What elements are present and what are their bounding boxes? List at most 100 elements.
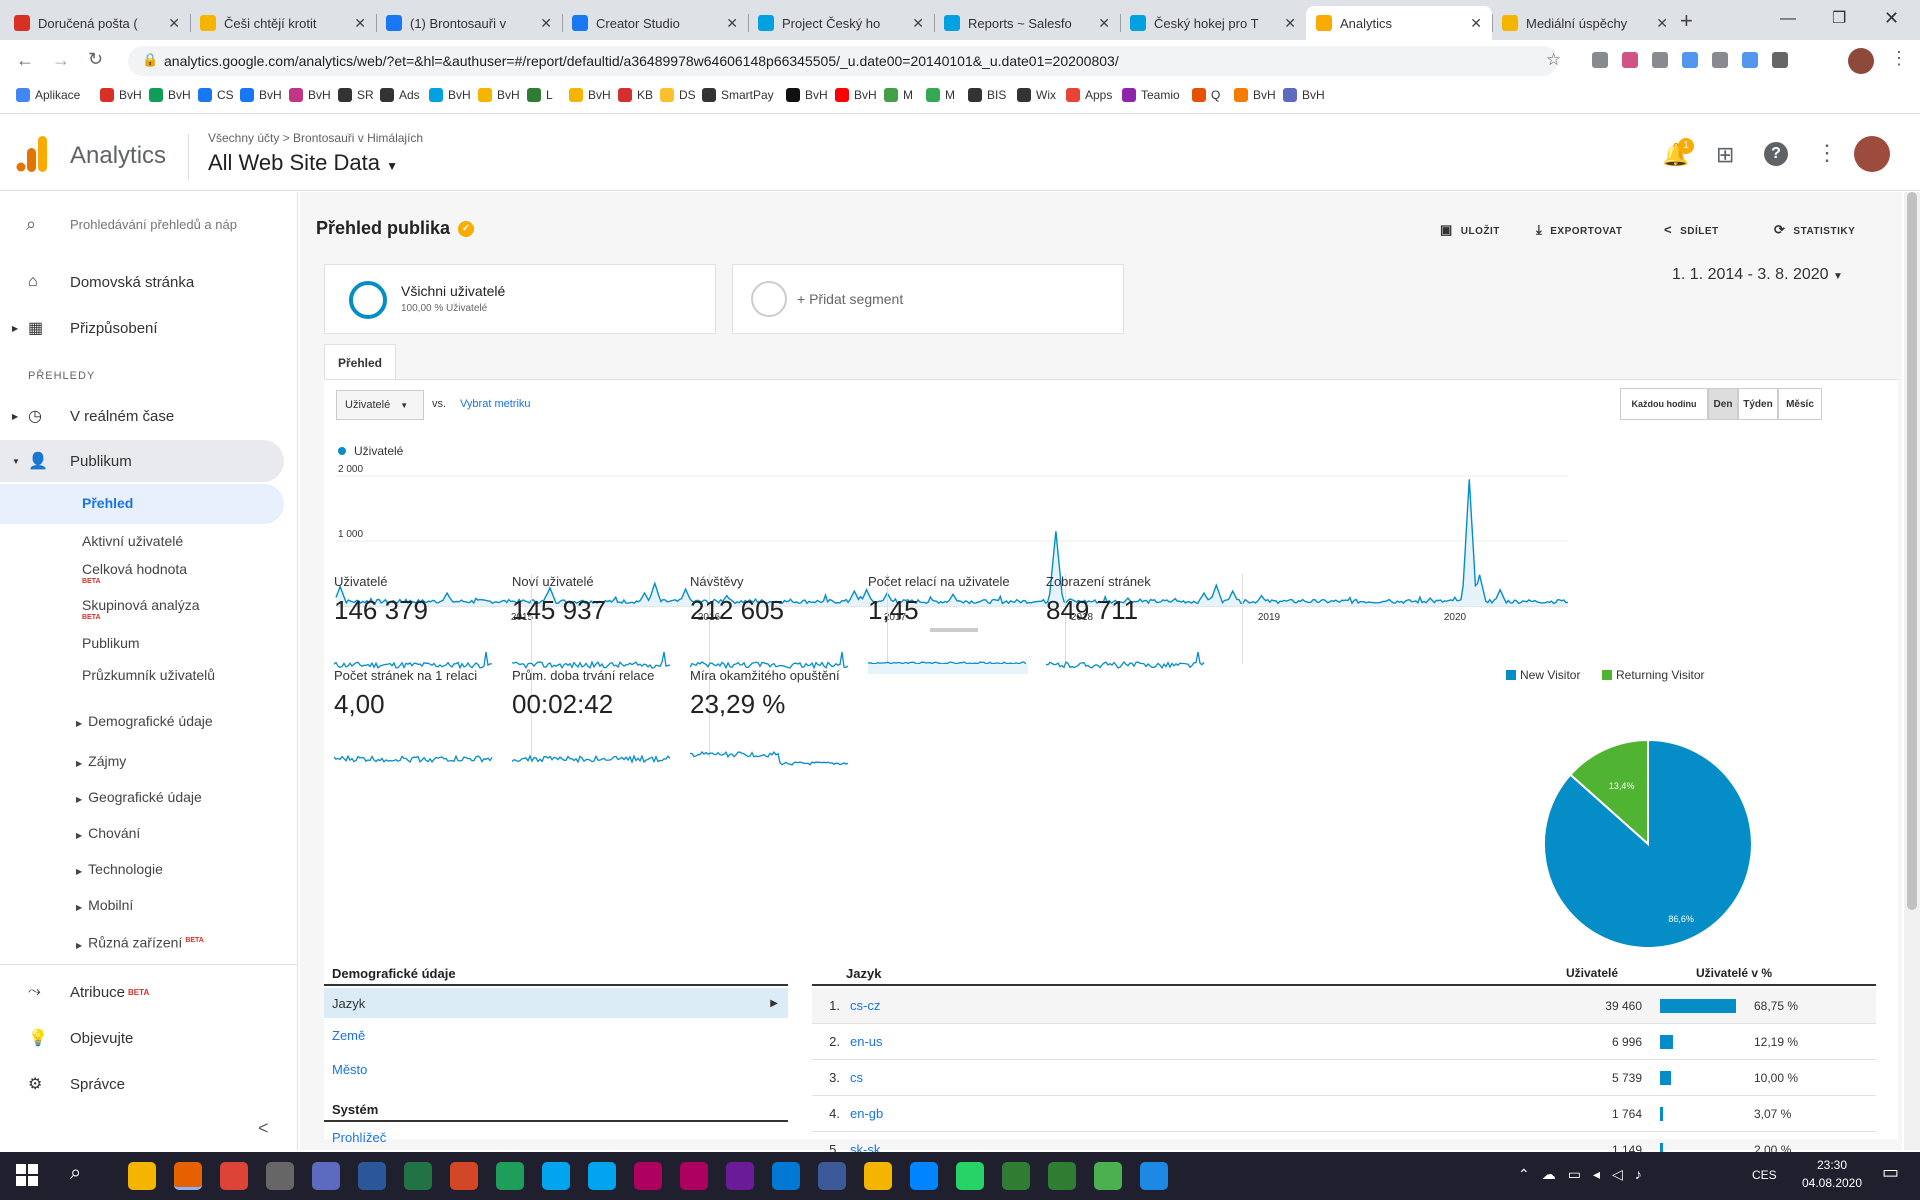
notifications-icon[interactable]: ▭: [1882, 1162, 1900, 1182]
extension-icon[interactable]: [1652, 52, 1668, 68]
browser-tab[interactable]: Analytics ✕: [1306, 6, 1492, 40]
users-line[interactable]: [335, 479, 1569, 605]
forward-icon[interactable]: →: [52, 50, 70, 70]
browser-tab[interactable]: (1) Brontosauři v ✕: [376, 6, 562, 40]
sidebar-subitem[interactable]: ▶ Technologie: [76, 860, 226, 881]
bookmark-item[interactable]: BvH: [478, 88, 520, 102]
sidebar-subitem[interactable]: Skupinová analýza BETA: [82, 596, 232, 622]
browser-tab[interactable]: Reports ~ Salesfo ✕: [934, 6, 1120, 40]
select-metric-link[interactable]: Vybrat metriku: [460, 398, 531, 410]
bookmark-item[interactable]: BvH: [835, 88, 877, 102]
date-range-picker[interactable]: 1. 1. 2014 - 3. 8. 2020 ▼: [1672, 266, 1843, 284]
metric-card[interactable]: Prům. doba trvání relace 00:02:42: [512, 668, 710, 768]
report-action-download[interactable]: ⤓ EXPORTOVAT: [1536, 222, 1622, 238]
url-input[interactable]: 🔒 analytics.google.com/analytics/web/?et…: [128, 46, 1558, 76]
taskbar-app-icon[interactable]: [404, 1162, 432, 1190]
clock-time[interactable]: 23:30: [1816, 1158, 1848, 1172]
taskbar-app-icon[interactable]: [266, 1162, 294, 1190]
tab-close-icon[interactable]: ✕: [1284, 14, 1296, 31]
window-minimize-icon[interactable]: —: [1780, 10, 1796, 27]
sidebar-item-home[interactable]: ⌂ Domovská stránka: [28, 264, 194, 300]
taskbar-app-icon[interactable]: [588, 1162, 616, 1190]
ga-menu-icon[interactable]: ⋮: [1816, 140, 1838, 165]
metric-card[interactable]: Návštěvy 212 605: [690, 574, 888, 674]
tab-close-icon[interactable]: ✕: [1656, 14, 1668, 31]
extension-icon[interactable]: [1742, 52, 1758, 68]
taskbar-app-icon[interactable]: [312, 1162, 340, 1190]
bookmark-item[interactable]: BIS: [968, 88, 1006, 102]
language-link[interactable]: cs: [850, 1070, 863, 1085]
extension-icon[interactable]: [1592, 52, 1608, 68]
extension-icon[interactable]: [1712, 52, 1728, 68]
metric-card[interactable]: Počet stránek na 1 relaci 4,00: [334, 668, 532, 768]
apps-grid-icon[interactable]: ⊞: [1716, 142, 1735, 167]
report-action-insights[interactable]: ⟳ STATISTIKY: [1774, 222, 1855, 238]
demo-item-language[interactable]: Jazyk ▶: [324, 988, 788, 1018]
taskbar-app-icon[interactable]: [174, 1162, 202, 1190]
taskbar-app-icon[interactable]: [818, 1162, 846, 1190]
pie-slice[interactable]: [1568, 738, 1649, 847]
granularity-button[interactable]: Týden: [1738, 388, 1778, 420]
bookmark-item[interactable]: CS: [198, 88, 234, 102]
browser-tab[interactable]: Project Český ho ✕: [748, 6, 934, 40]
tab-close-icon[interactable]: ✕: [354, 14, 366, 31]
taskbar-app-icon[interactable]: [1002, 1162, 1030, 1190]
metric-select[interactable]: Uživatelé ▼: [336, 390, 424, 420]
bookmark-item[interactable]: Teamio: [1122, 88, 1180, 102]
scrollbar-thumb[interactable]: [1907, 192, 1917, 910]
taskbar-app-icon[interactable]: [358, 1162, 386, 1190]
sidebar-subitem[interactable]: ▶ Zájmy: [76, 752, 226, 773]
taskbar-app-icon[interactable]: [910, 1162, 938, 1190]
bookmark-item[interactable]: BvH: [289, 88, 331, 102]
browser-tab[interactable]: Doručená pošta (✕: [4, 6, 190, 40]
metric-card[interactable]: Míra okamžitého opuštění 23,29 %: [690, 668, 886, 768]
metric-card[interactable]: Uživatelé 146 379: [334, 574, 532, 674]
extension-icon[interactable]: [1682, 52, 1698, 68]
view-selector[interactable]: All Web Site Data ▼: [208, 150, 398, 176]
tab-close-icon[interactable]: ✕: [168, 14, 180, 31]
taskbar-app-icon[interactable]: [680, 1162, 708, 1190]
help-icon[interactable]: ?: [1764, 142, 1788, 166]
sidebar-item-realtime[interactable]: ▶ ◷ V reálném čase: [12, 398, 174, 434]
window-close-icon[interactable]: ✕: [1884, 8, 1900, 28]
bookmark-item[interactable]: BvH: [429, 88, 471, 102]
pie-slice[interactable]: [1542, 738, 1753, 949]
language-link[interactable]: en-us: [850, 1034, 883, 1049]
taskbar-search-icon[interactable]: ⌕: [70, 1162, 82, 1184]
taskbar-app-icon[interactable]: [496, 1162, 524, 1190]
taskbar-app-icon[interactable]: [450, 1162, 478, 1190]
granularity-button[interactable]: Den: [1708, 388, 1738, 420]
new-tab-button[interactable]: +: [1680, 8, 1693, 33]
taskbar-app-icon[interactable]: [956, 1162, 984, 1190]
add-segment-button[interactable]: + Přidat segment: [732, 264, 1124, 334]
extension-icon[interactable]: [1622, 52, 1638, 68]
bookmark-item[interactable]: M: [884, 88, 913, 102]
search-icon[interactable]: ⌕: [26, 214, 37, 234]
tab-close-icon[interactable]: ✕: [726, 14, 738, 31]
sidebar-item-customization[interactable]: ▶ ▦ Přizpůsobení: [12, 310, 158, 346]
taskbar-app-icon[interactable]: [1048, 1162, 1076, 1190]
sidebar-item-audience[interactable]: ▼ 👤 Publikum: [0, 440, 284, 482]
bookmark-item[interactable]: BvH: [100, 88, 142, 102]
profile-avatar[interactable]: [1848, 48, 1874, 74]
sidebar-item-discover[interactable]: 💡 Objevujte: [28, 1020, 133, 1056]
taskbar-app-icon[interactable]: [542, 1162, 570, 1190]
window-restore-icon[interactable]: ❐: [1832, 10, 1847, 27]
taskbar-app-icon[interactable]: [128, 1162, 156, 1190]
sidebar-subitem[interactable]: ▶ Geografické údaje: [76, 788, 226, 809]
bookmark-item[interactable]: BvH: [1283, 88, 1325, 102]
bookmark-item[interactable]: Aplikace: [16, 88, 80, 102]
bookmark-item[interactable]: BvH: [1234, 88, 1276, 102]
report-action-save[interactable]: ▣ ULOŽIT: [1440, 222, 1500, 238]
metric-card[interactable]: Počet relací na uživatele 1,45: [868, 574, 1066, 674]
pie-legend-item[interactable]: New Visitor: [1506, 668, 1580, 682]
sidebar-item-attribution[interactable]: ⤳ Atribuce BETA: [28, 974, 149, 1010]
taskbar-app-icon[interactable]: [220, 1162, 248, 1190]
bookmark-star-icon[interactable]: ☆: [1546, 50, 1562, 69]
input-language[interactable]: CES: [1752, 1168, 1777, 1182]
pie-legend-item[interactable]: Returning Visitor: [1602, 668, 1705, 682]
bookmark-item[interactable]: DS: [660, 88, 696, 102]
browser-menu-icon[interactable]: ⋮: [1890, 48, 1908, 68]
reload-icon[interactable]: ↻: [88, 49, 104, 69]
sidebar-subitem[interactable]: Publikum: [82, 634, 232, 652]
